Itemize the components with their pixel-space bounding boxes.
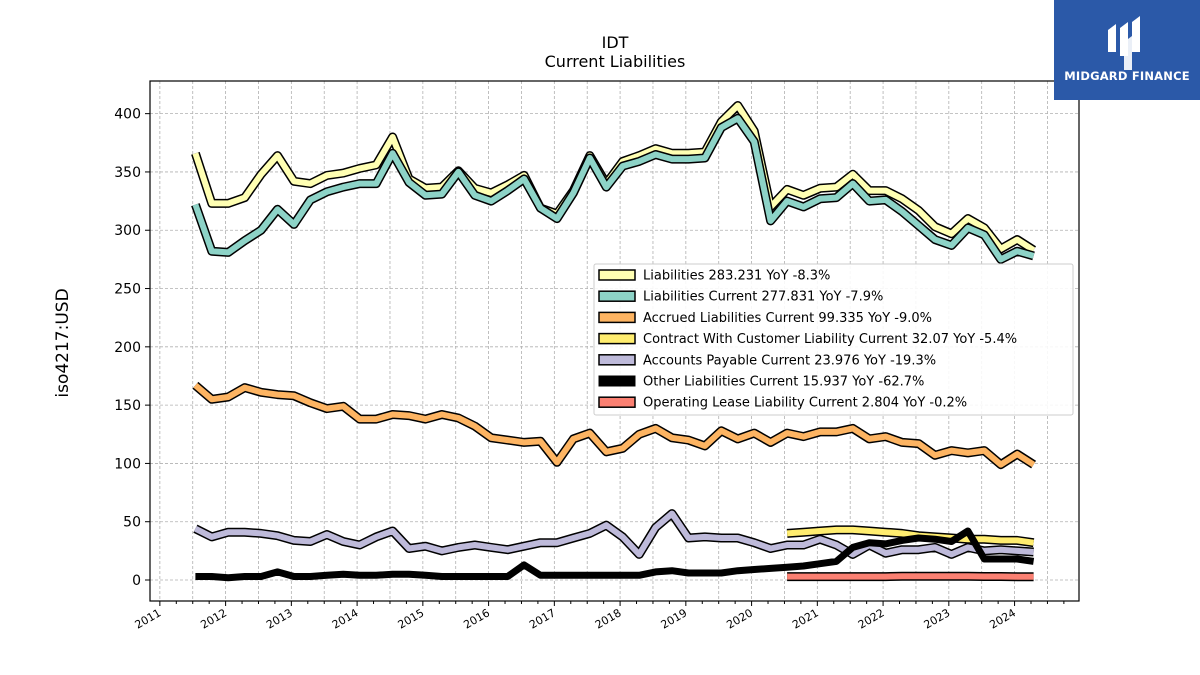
x-tick-label: 2021 <box>790 606 821 631</box>
legend-swatch <box>598 290 636 302</box>
series-contract-with-customer-liability-current <box>786 525 1035 548</box>
y-tick-label: 300 <box>114 223 141 239</box>
series-line <box>786 526 1035 546</box>
series-line <box>194 510 1034 558</box>
series-accrued-liabilities-current <box>192 381 1037 470</box>
legend: Liabilities 283.231 YoY -8.3% Liabilities… <box>593 263 1074 416</box>
y-tick-label: 150 <box>114 398 141 414</box>
x-tick-label: 2022 <box>856 606 887 631</box>
x-axis: 2011 2012 2013 2014 2015 2016 2017 2018 2019 2020… <box>133 601 1065 632</box>
legend-swatch <box>598 396 636 408</box>
y-tick-label: 250 <box>114 282 141 298</box>
legend-entry: Liabilities 283.231 YoY -8.3% <box>643 269 830 284</box>
chart-subtitle: Current Liabilities <box>545 52 686 71</box>
legend-entry: Liabilities Current 277.831 YoY -7.9% <box>643 290 883 305</box>
x-tick-label: 2016 <box>461 606 492 631</box>
legend-swatch <box>598 311 636 324</box>
y-tick-label: 400 <box>114 107 141 123</box>
legend-entry: Accrued Liabilities Current 99.335 YoY -… <box>643 311 932 326</box>
x-tick-label: 2017 <box>527 606 558 631</box>
y-tick-label: 350 <box>114 165 141 181</box>
plot-frame <box>149 80 1080 602</box>
chart-title: IDT <box>602 33 629 52</box>
x-tick-label: 2011 <box>133 606 164 631</box>
y-tick-label: 50 <box>123 515 141 531</box>
legend-swatch <box>598 375 636 387</box>
series-line <box>195 527 1035 582</box>
x-tick-label: 2012 <box>198 606 229 631</box>
x-tick-label: 2013 <box>264 606 295 631</box>
series-other-liabilities-current <box>195 527 1035 582</box>
legend-entry: Accounts Payable Current 23.976 YoY -19.… <box>643 353 936 368</box>
brand-name: MIDGARD FINANCE <box>1064 69 1190 83</box>
series-accounts-payable-current <box>193 509 1034 559</box>
y-axis: 0 50 100 150 200 250 300 350 400 <box>114 107 150 589</box>
y-axis-label: iso4217:USD <box>53 288 73 397</box>
series-liabilities-current <box>191 113 1035 264</box>
midgard-logo-icon <box>1108 16 1140 70</box>
legend-swatch <box>598 354 636 366</box>
x-tick-label: 2023 <box>922 606 953 631</box>
legend-box <box>593 263 1074 416</box>
series-outline <box>191 113 1035 264</box>
y-tick-label: 100 <box>114 456 141 472</box>
series-layer <box>191 101 1037 582</box>
x-tick-label: 2024 <box>987 606 1018 631</box>
x-tick-label: 2015 <box>396 606 427 631</box>
legend-swatch <box>598 332 636 345</box>
series-line <box>193 383 1036 468</box>
x-tick-label: 2020 <box>724 606 755 631</box>
x-tick-label: 2014 <box>330 606 361 631</box>
brand-logo: MIDGARD FINANCE <box>1054 0 1200 100</box>
legend-entry: Operating Lease Liability Current 2.804 … <box>643 396 967 411</box>
legend-entry: Other Liabilities Current 15.937 YoY -62… <box>643 375 924 390</box>
y-tick-label: 200 <box>114 340 141 356</box>
series-line <box>192 115 1035 263</box>
x-tick-label: 2018 <box>593 606 624 631</box>
y-tick-label: 0 <box>132 573 141 589</box>
legend-swatch <box>598 269 636 281</box>
x-tick-label: 2019 <box>659 606 690 631</box>
legend-entry: Contract With Customer Liability Current… <box>643 332 1017 347</box>
